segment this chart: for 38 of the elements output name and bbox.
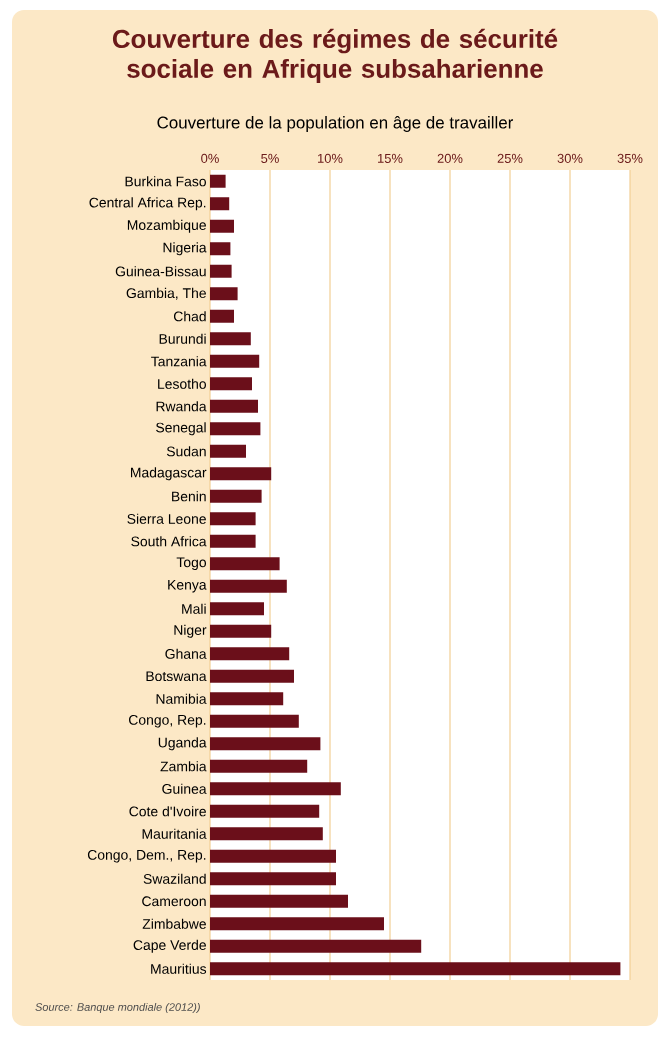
bar bbox=[210, 692, 284, 706]
bar bbox=[210, 939, 422, 953]
bar bbox=[210, 917, 384, 931]
bar bbox=[210, 422, 261, 436]
bar bbox=[210, 737, 321, 751]
bar bbox=[210, 827, 323, 841]
bar bbox=[210, 647, 290, 661]
bar bbox=[210, 377, 252, 391]
bar bbox=[210, 444, 246, 458]
bar bbox=[210, 467, 272, 481]
bar bbox=[210, 264, 232, 278]
bar bbox=[210, 759, 308, 773]
bar bbox=[210, 962, 621, 976]
bar bbox=[210, 174, 226, 188]
bar bbox=[210, 624, 272, 638]
bar bbox=[210, 894, 348, 908]
bar bbox=[210, 354, 260, 368]
bar bbox=[210, 579, 287, 593]
bar bbox=[210, 399, 258, 413]
bar bbox=[210, 557, 280, 571]
bar bbox=[210, 782, 341, 796]
bar bbox=[210, 332, 251, 346]
bar bbox=[210, 602, 264, 616]
chart-subtitle: Couverture de la population en âge de travailler bbox=[157, 116, 514, 132]
chart-title: Couverture des régimes de sécurité sociale en Afrique subsaharienne bbox=[112, 28, 558, 84]
bar bbox=[210, 242, 231, 256]
bar bbox=[210, 512, 256, 526]
bar bbox=[210, 872, 336, 886]
bar bbox=[210, 489, 262, 503]
bar bbox=[210, 287, 238, 301]
bar bbox=[210, 804, 320, 818]
bar bbox=[210, 534, 256, 548]
bar bbox=[210, 219, 234, 233]
bar bbox=[210, 714, 299, 728]
bar bbox=[210, 197, 230, 211]
bar bbox=[210, 309, 234, 323]
bar bbox=[210, 849, 336, 863]
bar bbox=[210, 669, 294, 683]
